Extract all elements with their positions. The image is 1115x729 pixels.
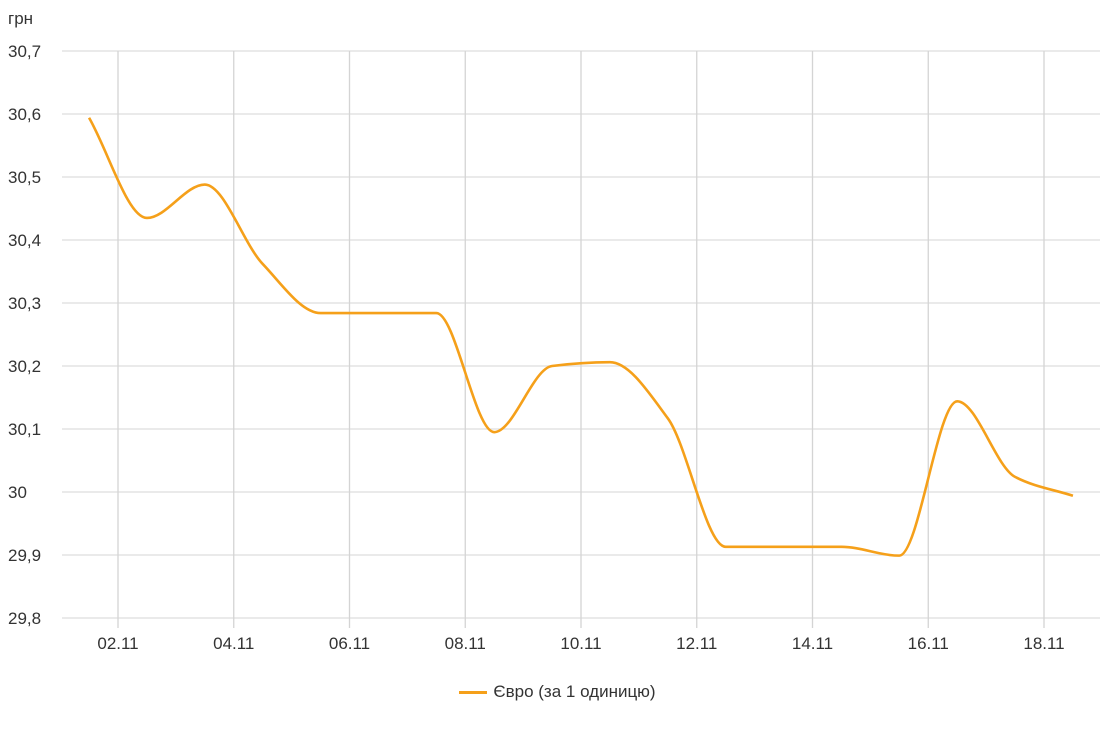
y-tick-label: 30,6 [8, 105, 41, 124]
x-tick-label: 06.11 [329, 634, 370, 653]
y-tick-label: 30,5 [8, 168, 41, 187]
x-tick-label: 10.11 [560, 634, 601, 653]
y-axis-unit-label: грн [8, 9, 33, 28]
grid [62, 50, 1100, 628]
y-tick-label: 30 [8, 483, 27, 502]
x-tick-label: 04.11 [213, 634, 254, 653]
x-tick-label: 18.11 [1023, 634, 1064, 653]
y-tick-label: 30,3 [8, 294, 41, 313]
y-axis-ticks: 30,7 30,6 30,5 30,4 30,3 30,2 30,1 30 29,9 29,8 [8, 42, 41, 628]
y-tick-label: 30,2 [8, 357, 41, 376]
y-tick-label: 30,1 [8, 420, 41, 439]
x-tick-label: 08.11 [445, 634, 486, 653]
legend[interactable]: Євро (за 1 одиницю) [0, 682, 1115, 702]
x-tick-label: 16.11 [908, 634, 949, 653]
x-tick-label: 02.11 [97, 634, 138, 653]
y-tick-label: 30,7 [8, 42, 41, 61]
x-tick-label: 12.11 [676, 634, 717, 653]
x-tick-label: 14.11 [792, 634, 833, 653]
y-tick-label: 29,9 [8, 546, 41, 565]
legend-swatch [459, 691, 488, 695]
legend-label: Євро (за 1 одиницю) [493, 682, 656, 701]
series-line-euro [87, 117, 1074, 557]
y-tick-label: 30,4 [8, 231, 41, 250]
x-axis-ticks: 02.11 04.11 06.11 08.11 10.11 12.11 14.11 16.11… [97, 634, 1064, 653]
y-tick-label: 29,8 [8, 609, 41, 628]
